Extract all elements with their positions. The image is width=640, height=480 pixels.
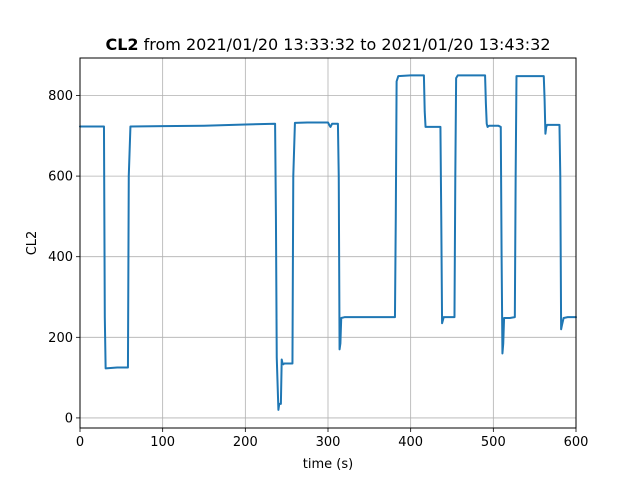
chart-title: CL2 from 2021/01/20 13:33:32 to 2021/01/… [105, 35, 550, 54]
x-tick-label: 400 [398, 435, 423, 450]
x-tick-label: 200 [233, 435, 258, 450]
chart-title-bold: CL2 [105, 35, 138, 54]
y-tick-label: 400 [48, 250, 73, 265]
x-tick-label: 100 [150, 435, 175, 450]
chart-title-rest: from 2021/01/20 13:33:32 to 2021/01/20 1… [139, 35, 551, 54]
y-axis-label: CL2 [25, 231, 40, 256]
x-tick-label: 600 [564, 435, 589, 450]
x-tick-label: 500 [481, 435, 506, 450]
y-tick-label: 0 [65, 411, 73, 426]
y-tick-label: 600 [48, 170, 73, 185]
y-tick-label: 800 [48, 89, 73, 104]
y-tick-label: 200 [48, 331, 73, 346]
grid-lines [79, 58, 577, 428]
x-axis-label: time (s) [303, 457, 353, 472]
y-axis-ticks: 0 200 400 600 800 [48, 89, 80, 426]
x-tick-label: 0 [76, 435, 84, 450]
series-line [79, 74, 577, 411]
series-layer [79, 74, 577, 411]
x-tick-label: 300 [316, 435, 341, 450]
x-axis-ticks: 0 100 200 300 400 500 600 [76, 428, 589, 450]
